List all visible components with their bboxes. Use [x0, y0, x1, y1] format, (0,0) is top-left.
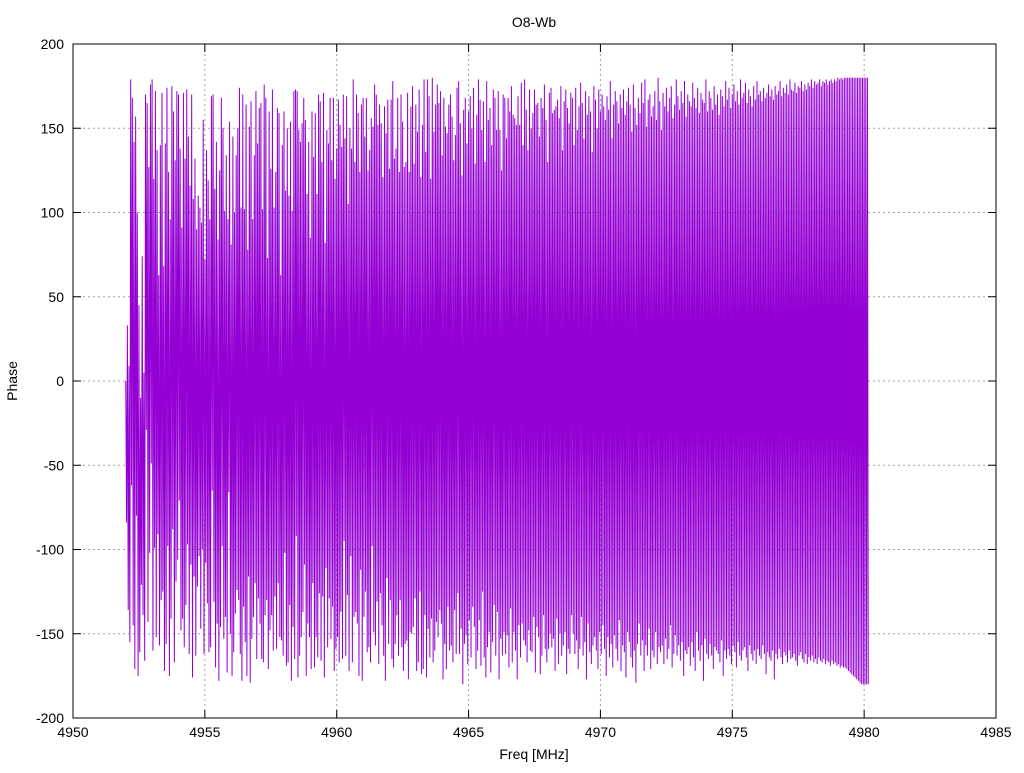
x-tick-label: 4970 — [585, 724, 616, 740]
series-line-0 — [125, 77, 869, 685]
axis-ticks: 4950 4955 4960 4965 4970 4975 4980 4985 -200 -150… — [36, 36, 1012, 740]
series-layer — [125, 77, 869, 685]
x-tick-label: 4950 — [57, 724, 88, 740]
x-tick-label: 4985 — [980, 724, 1011, 740]
y-tick-label: 0 — [56, 373, 64, 389]
x-tick-label: 4965 — [453, 724, 484, 740]
x-tick-label: 4955 — [189, 724, 220, 740]
y-tick-label: -50 — [44, 457, 64, 473]
y-tick-label: 200 — [41, 36, 65, 52]
x-tick-label: 4975 — [717, 724, 748, 740]
y-tick-label: 50 — [48, 289, 64, 305]
y-tick-label: 150 — [41, 120, 65, 136]
y-tick-label: -200 — [36, 710, 64, 726]
chart-title: O8-Wb — [512, 14, 557, 30]
y-tick-label: -150 — [36, 626, 64, 642]
x-tick-label: 4960 — [321, 724, 352, 740]
y-axis-title: Phase — [4, 361, 20, 401]
y-tick-label: 100 — [41, 205, 65, 221]
x-tick-label: 4980 — [849, 724, 880, 740]
y-tick-label: -100 — [36, 542, 64, 558]
x-axis-title: Freq [MHz] — [499, 746, 568, 762]
